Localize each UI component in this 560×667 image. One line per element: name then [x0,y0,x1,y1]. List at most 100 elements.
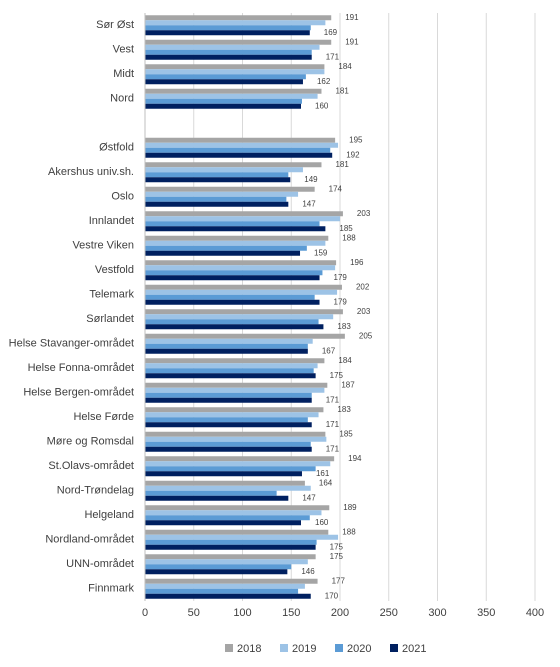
data-label: 149 [304,175,318,184]
x-tick-label: 100 [233,607,251,619]
data-label: 202 [356,282,370,291]
y-tick-label: Akershus univ.sh. [48,166,134,178]
data-label: 184 [338,62,352,71]
bar [145,505,330,511]
bar [145,343,308,349]
bar [145,515,310,521]
bar [145,20,326,26]
bar [145,559,308,565]
data-label: 175 [330,552,344,561]
bar [145,245,307,251]
bar [145,221,320,227]
bar [145,79,303,85]
bar [145,191,299,197]
bar [145,397,312,403]
legend-label: 2019 [292,643,316,655]
bar [145,583,305,589]
bar [145,520,301,526]
bar [145,490,277,496]
bar [145,93,318,99]
y-tick-label: Finnmark [88,583,134,595]
bar [145,240,326,246]
y-tick-label: Sør Øst [96,19,134,31]
y-tick-label: Vest [113,44,134,56]
bar [145,373,316,379]
y-tick-label: Nord-Trøndelag [57,485,134,497]
bar [145,186,315,192]
y-tick-label: Helse Stavanger-området [9,338,134,350]
bar [145,211,343,217]
bar [145,74,306,80]
legend-swatch [335,644,343,652]
bar [145,593,311,599]
bar [145,456,335,462]
data-label: 169 [324,28,338,37]
y-tick-label: St.Olavs-området [48,460,134,472]
y-tick-label: Nordland-området [45,534,134,546]
legend-label: 2021 [402,643,426,655]
x-tick-label: 150 [282,607,300,619]
data-label: 191 [345,13,359,22]
bar [145,348,308,354]
bar [145,338,313,344]
bar [145,235,329,241]
bar [145,461,331,467]
y-tick-label: Oslo [111,191,134,203]
bar [145,324,324,330]
bar [145,147,331,153]
legend-label: 2018 [237,643,261,655]
bar [145,265,336,271]
y-tick-label: Helse Bergen-området [23,387,134,399]
data-label: 196 [350,258,364,267]
x-tick-label: 250 [380,607,398,619]
data-label: 171 [326,444,340,453]
data-label: 184 [338,356,352,365]
bar [145,54,312,60]
bar [145,167,303,173]
data-label: 147 [302,199,316,208]
data-label: 203 [357,307,371,316]
bar [145,15,332,21]
bar [145,98,302,104]
bar [145,172,289,178]
y-tick-label: Telemark [89,289,134,301]
data-label: 146 [301,567,315,576]
bar [145,539,317,545]
bar [145,382,328,388]
bar [145,422,312,428]
x-tick-label: 50 [188,607,200,619]
bar [145,466,316,472]
bar [145,412,319,418]
bar [145,284,342,290]
bar [145,162,322,168]
legend-label: 2020 [347,643,371,655]
data-label: 175 [330,542,344,551]
x-tick-label: 0 [142,607,148,619]
bar [145,294,315,300]
bar [145,49,312,55]
bar [145,64,325,70]
data-label: 181 [335,160,349,169]
y-tick-label: Midt [113,68,134,80]
data-label: 164 [319,478,333,487]
data-label: 162 [317,77,331,86]
data-label: 203 [357,209,371,218]
data-label: 188 [342,233,356,242]
bar [145,275,320,281]
bar [145,103,301,109]
bar [145,588,299,594]
data-label: 181 [335,86,349,95]
bar [145,578,318,584]
data-label: 161 [316,469,330,478]
bar [145,358,325,364]
bar [145,446,312,452]
bar [145,137,336,143]
bar [145,270,323,276]
bar [145,201,289,207]
bar [145,69,325,75]
data-label: 185 [339,224,353,233]
data-label: 160 [315,518,329,527]
bar [145,510,322,516]
x-tick-label: 350 [477,607,495,619]
